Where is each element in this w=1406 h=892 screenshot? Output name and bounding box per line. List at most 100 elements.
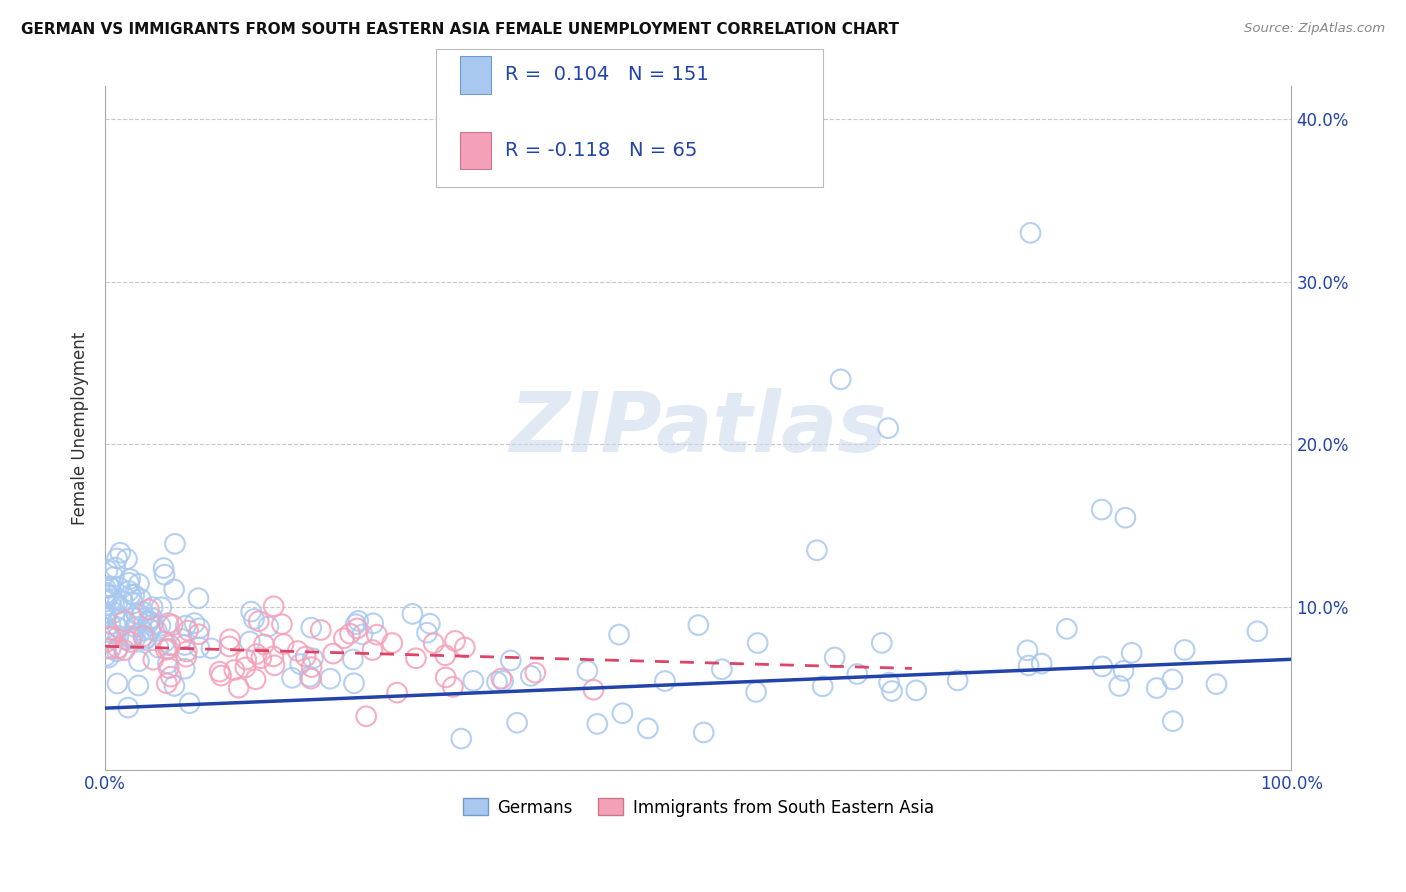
Point	[152, 561, 174, 575]
Text: ZIPatlas: ZIPatlas	[509, 388, 887, 468]
Point	[287, 644, 309, 658]
Point	[122, 588, 145, 602]
Point	[1146, 681, 1168, 695]
Text: R =  0.104   N = 151: R = 0.104 N = 151	[505, 65, 709, 85]
Point	[94, 581, 117, 595]
Point	[105, 551, 128, 566]
Point	[103, 570, 125, 584]
Point	[162, 618, 184, 632]
Point	[333, 632, 356, 646]
Point	[129, 608, 152, 623]
Point	[263, 658, 285, 673]
Point	[110, 612, 132, 626]
Point	[1246, 624, 1268, 639]
Point	[1112, 664, 1135, 678]
Point	[422, 636, 444, 650]
Point	[520, 669, 543, 683]
Point	[97, 650, 120, 665]
Point	[129, 592, 152, 607]
Point	[346, 621, 368, 635]
Point	[183, 616, 205, 631]
Point	[107, 620, 129, 634]
Point	[118, 575, 141, 590]
Point	[1091, 502, 1114, 516]
Point	[240, 605, 263, 619]
Point	[177, 624, 200, 638]
Point	[138, 602, 160, 616]
Point	[141, 618, 163, 632]
Point	[170, 632, 193, 646]
Point	[281, 671, 304, 685]
Point	[131, 624, 153, 638]
Point	[1161, 673, 1184, 687]
Point	[441, 680, 464, 694]
Point	[114, 614, 136, 628]
Text: R = -0.118   N = 65: R = -0.118 N = 65	[505, 141, 697, 161]
Point	[157, 616, 180, 631]
Point	[117, 700, 139, 714]
Point	[94, 635, 117, 649]
Point	[96, 641, 118, 656]
Point	[124, 620, 146, 634]
Point	[806, 543, 828, 558]
Point	[179, 696, 201, 710]
Point	[128, 654, 150, 668]
Point	[208, 665, 231, 679]
Point	[450, 731, 472, 746]
Point	[582, 682, 605, 697]
Point	[250, 651, 273, 665]
Point	[122, 629, 145, 643]
Point	[263, 599, 285, 614]
Point	[1174, 643, 1197, 657]
Point	[100, 617, 122, 632]
Point	[139, 615, 162, 629]
Point	[132, 629, 155, 643]
Point	[1114, 510, 1136, 524]
Point	[153, 567, 176, 582]
Point	[870, 636, 893, 650]
Point	[262, 649, 284, 664]
Point	[209, 668, 232, 682]
Point	[159, 638, 181, 652]
Point	[846, 667, 869, 681]
Y-axis label: Female Unemployment: Female Unemployment	[72, 332, 89, 524]
Point	[163, 679, 186, 693]
Point	[1019, 226, 1042, 240]
Point	[454, 640, 477, 655]
Point	[104, 560, 127, 574]
Point	[96, 594, 118, 608]
Point	[142, 600, 165, 615]
Point	[1018, 658, 1040, 673]
Point	[139, 623, 162, 637]
Point	[492, 673, 515, 688]
Point	[506, 715, 529, 730]
Point	[103, 606, 125, 620]
Point	[245, 647, 267, 661]
Point	[200, 641, 222, 656]
Point	[946, 673, 969, 688]
Point	[138, 615, 160, 629]
Point	[108, 581, 131, 595]
Point	[301, 660, 323, 674]
Point	[218, 640, 240, 654]
Point	[94, 610, 117, 624]
Point	[124, 632, 146, 646]
Point	[120, 632, 142, 646]
Point	[141, 611, 163, 625]
Point	[607, 627, 630, 641]
Point	[524, 665, 547, 680]
Point	[134, 633, 156, 648]
Legend: Germans, Immigrants from South Eastern Asia: Germans, Immigrants from South Eastern A…	[456, 792, 941, 823]
Point	[96, 621, 118, 635]
Point	[745, 685, 768, 699]
Point	[576, 664, 599, 678]
Point	[416, 625, 439, 640]
Point	[163, 582, 186, 597]
Point	[880, 684, 903, 698]
Point	[100, 592, 122, 607]
Point	[247, 614, 270, 628]
Point	[245, 672, 267, 686]
Point	[637, 722, 659, 736]
Point	[142, 653, 165, 667]
Point	[654, 674, 676, 689]
